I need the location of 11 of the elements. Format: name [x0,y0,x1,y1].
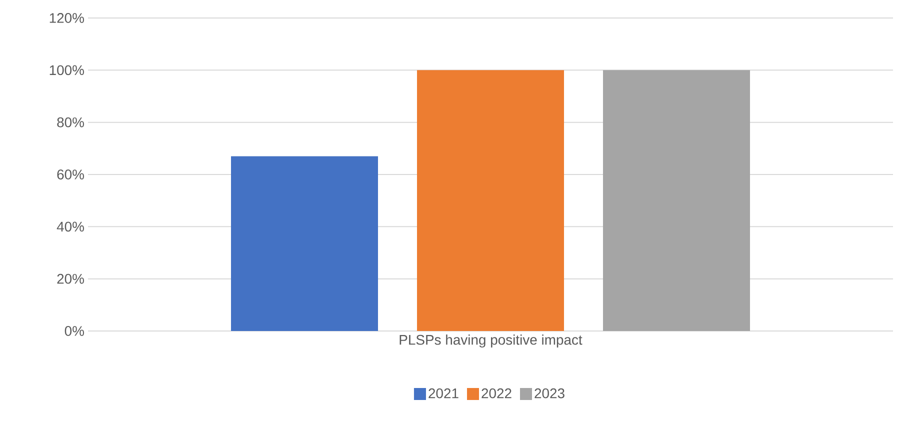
y-tick-label: 0% [64,326,84,336]
legend-label: 2021 [428,388,458,398]
y-tick-label: 120% [50,13,84,23]
y-tick-label: 80% [57,117,84,128]
y-tick-label: 60% [57,170,84,180]
x-tick-label: PLSPs having positive impact [400,334,582,348]
y-tick-label: 40% [56,222,84,232]
y-tick-label: 20% [57,274,84,284]
y-tick-label: 100% [50,65,84,76]
legend-label: 2022 [482,388,512,398]
legend-label: 2023 [534,388,564,398]
